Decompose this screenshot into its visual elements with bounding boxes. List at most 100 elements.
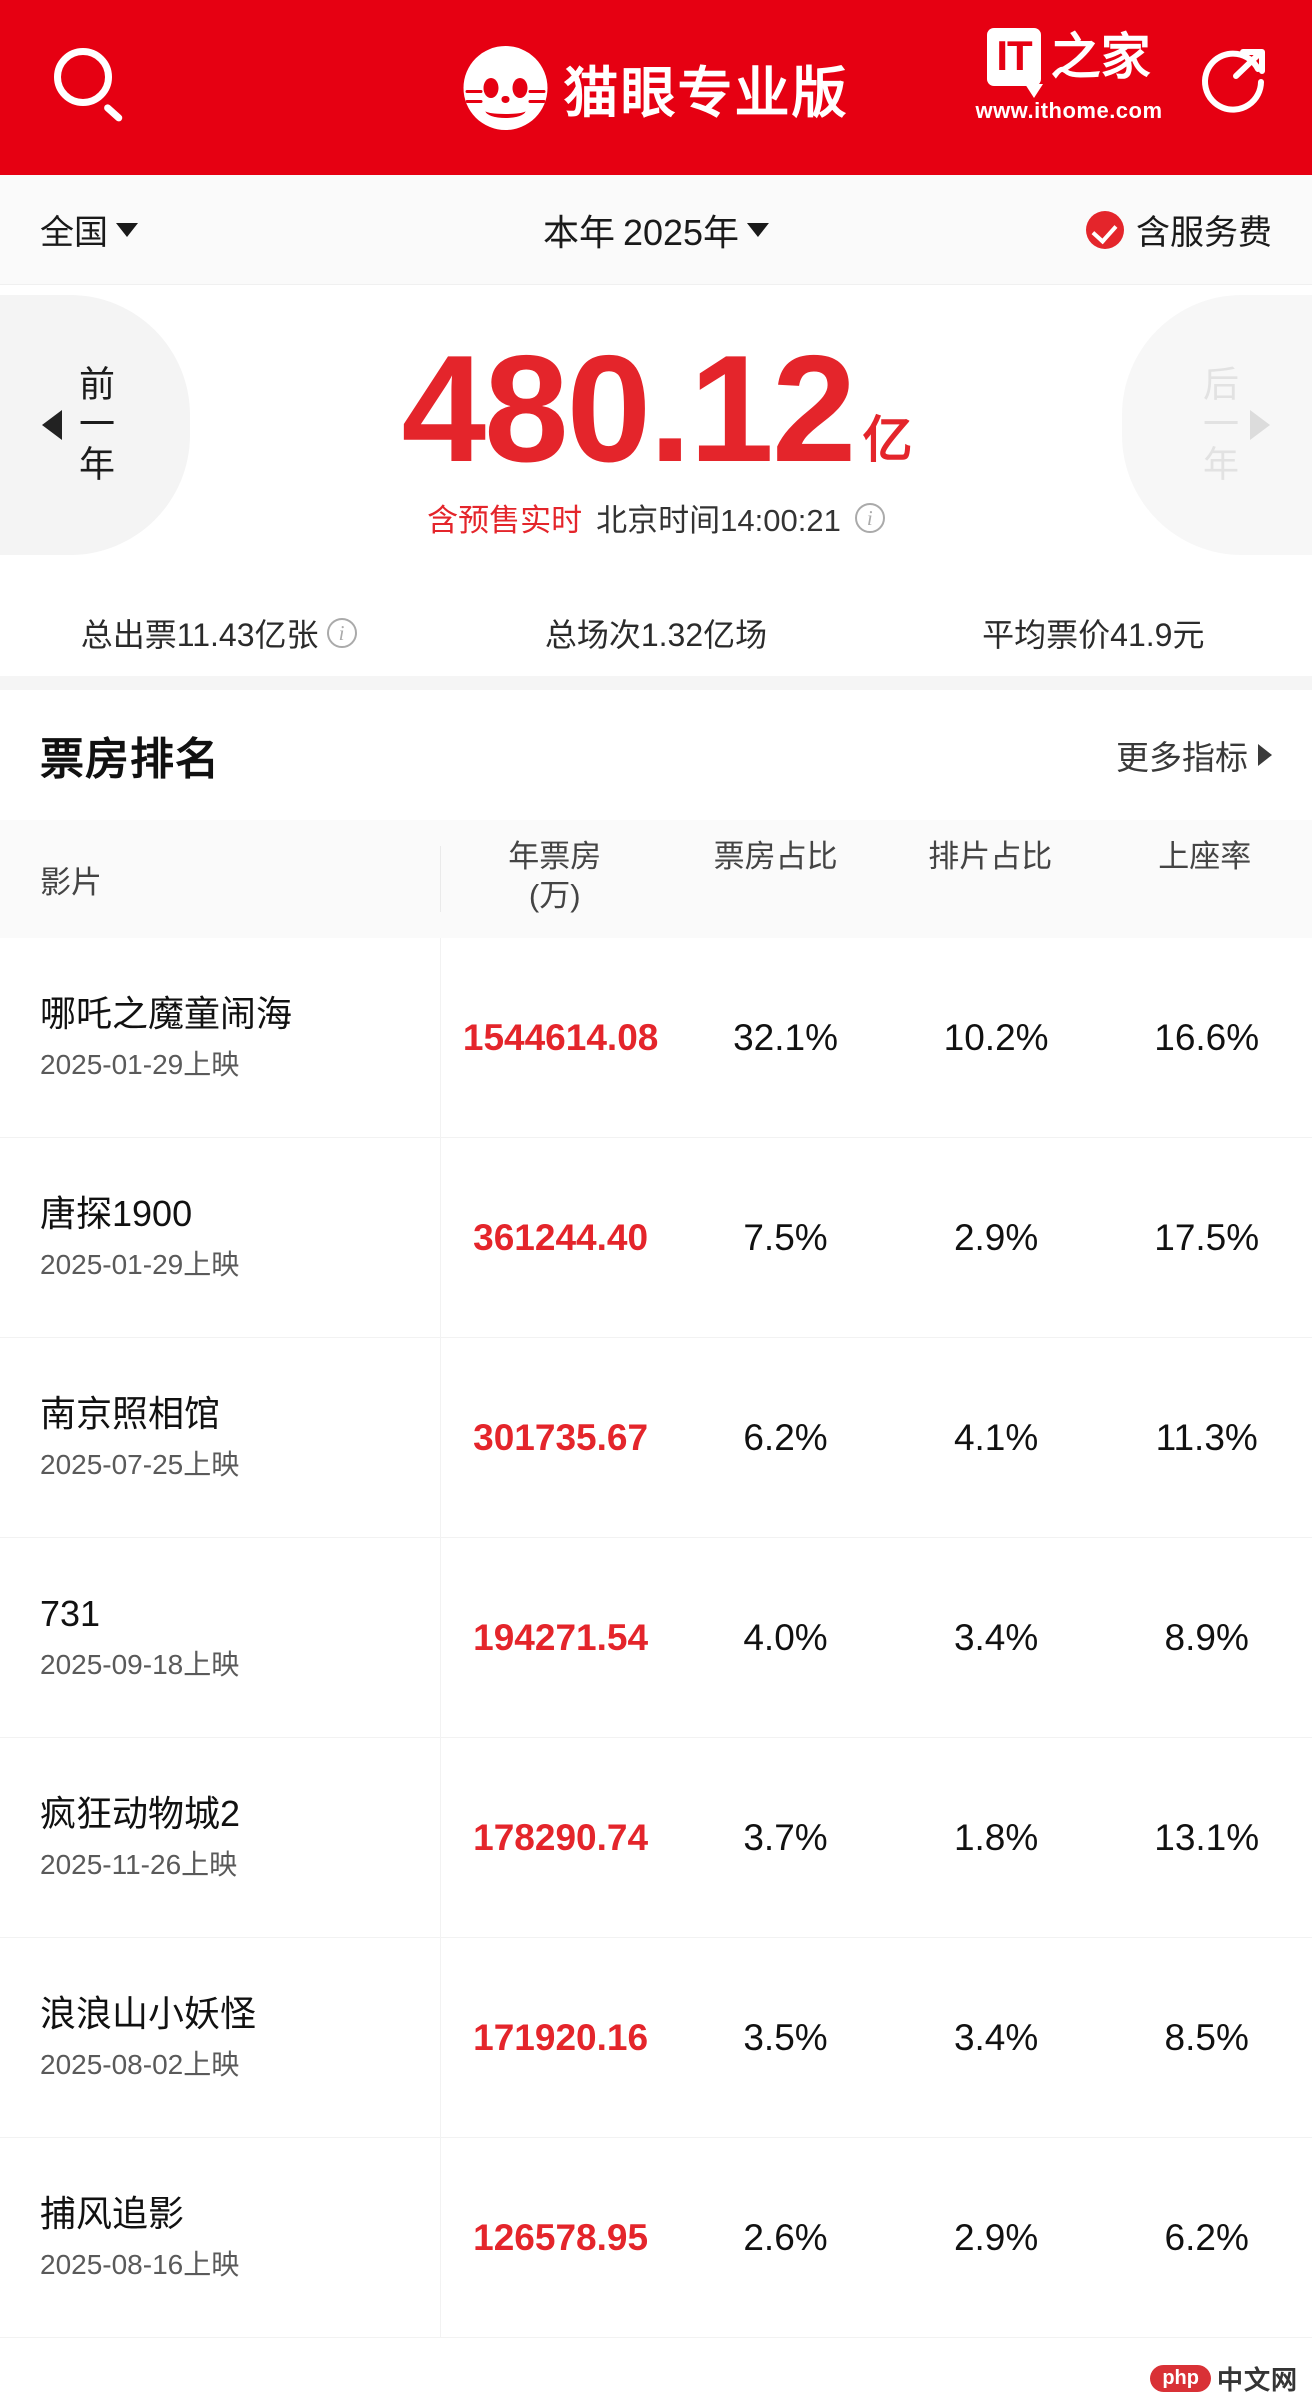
cell-box-share: 4.0%	[743, 1616, 828, 1658]
film-release-date: 2025-08-16上映	[40, 2248, 240, 2280]
region-label: 全国	[40, 214, 108, 252]
column-header-film[interactable]: 影片	[40, 864, 102, 900]
beijing-time: 北京时间14:00:21	[596, 503, 841, 539]
ithome-url: www.ithome.com	[975, 98, 1163, 123]
cat-nose	[501, 95, 510, 103]
cell-show-share: 4.1%	[953, 1416, 1039, 1458]
column-divider	[440, 1138, 441, 1338]
cell-seat-rate: 16.6%	[1154, 1016, 1260, 1058]
metric-cells: 171920.16 3.5% 3.4% 8.5%	[441, 1938, 1312, 2137]
chevron-right-icon	[1249, 410, 1270, 440]
table-row[interactable]: 731 2025-09-18上映 194271.54 4.0% 3.4% 8.9…	[0, 1538, 1312, 1738]
ithome-watermark-logo: IT 之家 www.ithome.com	[974, 22, 1164, 124]
film-cell[interactable]: 捕风追影 2025-08-16上映	[0, 2138, 440, 2337]
film-cell[interactable]: 唐探1900 2025-01-29上映	[0, 1138, 440, 1337]
metric-cells: 194271.54 4.0% 3.4% 8.9%	[441, 1538, 1312, 1737]
year-label: 2025年	[622, 211, 740, 253]
php-cn-watermark: php 中文网	[1150, 2360, 1298, 2397]
box-office-ranking-table: 影片 年票房 (万) 票房占比 排片占比 上座率 哪吒之魔童闹海 2025-01…	[0, 820, 1312, 2338]
table-row[interactable]: 南京照相馆 2025-07-25上映 301735.67 6.2% 4.1% 1…	[0, 1338, 1312, 1538]
cat-whisker	[528, 89, 546, 93]
cell-seat-rate: 13.1%	[1154, 1816, 1260, 1858]
cell-seat-rate: 6.2%	[1164, 2216, 1249, 2258]
period-label: 本年	[542, 211, 615, 253]
cell-box-share: 3.5%	[743, 2016, 828, 2058]
film-name: 疯狂动物城2	[40, 1793, 241, 1835]
film-cell[interactable]: 疯狂动物城2 2025-11-26上映	[0, 1738, 440, 1937]
watermark-text: 中文网	[1216, 2365, 1298, 2395]
cell-box-office: 1544614.08	[462, 1016, 659, 1058]
metric-cells: 301735.67 6.2% 4.1% 11.3%	[441, 1338, 1312, 1537]
share-icon[interactable]	[1196, 42, 1270, 116]
column-header-show-share[interactable]: 排片占比	[928, 839, 1053, 874]
film-cell[interactable]: 南京照相馆 2025-07-25上映	[0, 1338, 440, 1537]
search-icon[interactable]	[50, 46, 134, 130]
cat-whisker	[528, 99, 546, 103]
cat-eye-left	[483, 77, 499, 98]
stat-total-shows: 总场次1.32亿场	[437, 610, 874, 656]
film-cell[interactable]: 哪吒之魔童闹海 2025-01-29上映	[0, 938, 440, 1137]
metric-cells: 1544614.08 32.1% 10.2% 16.6%	[441, 938, 1312, 1137]
column-header-seat-rate[interactable]: 上座率	[1158, 839, 1252, 874]
total-box-office-value-wrap: 480.12 亿	[402, 333, 913, 485]
film-release-date: 2025-01-29上映	[40, 1248, 240, 1280]
cell-box-office: 361244.40	[473, 1216, 649, 1258]
cell-box-office: 301735.67	[473, 1416, 649, 1458]
stat-label: 总场次1.32亿场	[544, 617, 768, 653]
app-header: 猫眼专业版 IT 之家 www.ithome.com	[0, 0, 1312, 175]
chevron-left-icon	[42, 410, 63, 440]
film-cell[interactable]: 731 2025-09-18上映	[0, 1538, 440, 1737]
info-icon[interactable]: i	[326, 618, 357, 648]
film-release-date: 2025-07-25上映	[40, 1448, 240, 1480]
cell-box-share: 2.6%	[743, 2216, 828, 2258]
table-row[interactable]: 捕风追影 2025-08-16上映 126578.95 2.6% 2.9% 6.…	[0, 2138, 1312, 2338]
table-header-row: 影片 年票房 (万) 票房占比 排片占比 上座率	[0, 820, 1312, 938]
region-selector[interactable]: 全国	[40, 205, 138, 254]
cell-box-share: 3.7%	[743, 1816, 828, 1858]
more-metrics-button[interactable]: 更多指标	[1116, 731, 1272, 779]
cat-whisker	[465, 99, 483, 103]
stat-label: 平均票价41.9元	[982, 617, 1205, 653]
cell-box-share: 32.1%	[733, 1016, 838, 1058]
cell-show-share: 1.8%	[953, 1816, 1039, 1858]
cell-box-share: 7.5%	[743, 1216, 828, 1258]
search-icon-ring	[54, 47, 112, 106]
cell-seat-rate: 8.5%	[1164, 2016, 1249, 2058]
next-year-button[interactable]: 后一年	[1122, 295, 1312, 555]
column-divider	[440, 938, 441, 1138]
metric-cells: 361244.40 7.5% 2.9% 17.5%	[441, 1138, 1312, 1337]
column-header-box-office[interactable]: 年票房 (万)	[441, 838, 668, 916]
service-fee-label: 含服务费	[1136, 214, 1272, 252]
table-row[interactable]: 疯狂动物城2 2025-11-26上映 178290.74 3.7% 1.8% …	[0, 1738, 1312, 1938]
column-divider	[440, 2138, 441, 2338]
film-release-date: 2025-01-29上映	[40, 1048, 240, 1080]
prev-year-label: 前一年	[73, 365, 115, 485]
cell-box-office: 178290.74	[473, 1816, 649, 1858]
info-icon[interactable]: i	[854, 502, 885, 533]
column-divider	[440, 1738, 441, 1938]
table-row[interactable]: 哪吒之魔童闹海 2025-01-29上映 1544614.08 32.1% 10…	[0, 938, 1312, 1138]
chevron-down-icon	[747, 222, 770, 237]
film-release-date: 2025-08-02上映	[40, 2048, 240, 2080]
metric-cells: 126578.95 2.6% 2.9% 6.2%	[441, 2138, 1312, 2337]
chevron-right-icon	[1258, 744, 1272, 766]
filter-bar: 全国 本年 2025年 含服务费	[0, 175, 1312, 285]
table-row[interactable]: 浪浪山小妖怪 2025-08-02上映 171920.16 3.5% 3.4% …	[0, 1938, 1312, 2138]
film-name: 南京照相馆	[40, 1393, 221, 1435]
period-selector[interactable]: 本年 2025年	[542, 204, 770, 256]
column-header-box-share[interactable]: 票房占比	[713, 839, 838, 874]
cell-show-share: 3.4%	[953, 2016, 1039, 2058]
metric-headers: 年票房 (万) 票房占比 排片占比 上座率	[441, 820, 1312, 938]
hero-center: 480.12 亿 含预售实时 北京时间14:00:21 i	[402, 333, 913, 541]
film-cell[interactable]: 浪浪山小妖怪 2025-08-02上映	[0, 1938, 440, 2137]
hero-subtitle: 含预售实时 北京时间14:00:21 i	[402, 495, 911, 540]
watermark-badge: php	[1150, 2365, 1211, 2392]
table-row[interactable]: 唐探1900 2025-01-29上映 361244.40 7.5% 2.9% …	[0, 1138, 1312, 1338]
cell-show-share: 2.9%	[953, 2216, 1039, 2258]
cell-box-office: 171920.16	[473, 2016, 649, 2058]
stat-total-tickets: 总出票11.43亿张 i	[0, 610, 437, 656]
prev-year-button[interactable]: 前一年	[0, 295, 190, 555]
service-fee-toggle[interactable]: 含服务费	[1086, 205, 1272, 254]
more-metrics-label: 更多指标	[1116, 739, 1248, 776]
